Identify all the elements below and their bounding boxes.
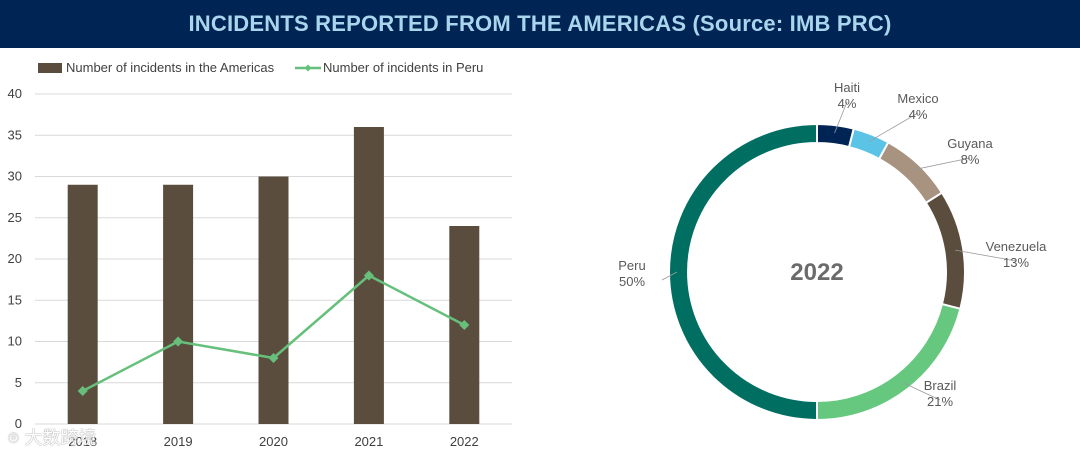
y-tick-label: 35: [8, 127, 22, 142]
x-tick-label: 2019: [164, 434, 193, 449]
leader-line: [868, 112, 919, 143]
slice-pct-haiti: 4%: [838, 96, 857, 111]
page-title: INCIDENTS REPORTED FROM THE AMERICAS (So…: [188, 11, 892, 36]
legend-line-marker: [304, 64, 312, 72]
legend-bar-swatch: [38, 63, 62, 73]
watermark-logo-icon: ⌾: [8, 428, 19, 449]
peru-point-2021: [363, 270, 374, 281]
peru-point-2018: [77, 386, 88, 396]
leader-line: [955, 249, 1017, 262]
slice-label-guyana: Guyana: [947, 136, 993, 151]
y-tick-label: 0: [15, 416, 22, 431]
watermark-text: 大数跨境: [24, 428, 97, 449]
legend-line-label: Number of incidents in Peru: [323, 60, 483, 75]
peru-point-2019: [173, 336, 184, 347]
slice-label-peru: Peru: [618, 258, 645, 273]
x-tick-label: 2018: [68, 434, 97, 449]
y-tick-label: 15: [8, 292, 22, 307]
slice-pct-brazil: 21%: [927, 394, 953, 409]
slice-pct-venezuela: 13%: [1003, 255, 1029, 270]
bar-line-chart: 0 5 10 15 20 25 30 35 40 2018 2019 2020 2021 2022 Numb…: [8, 60, 512, 449]
slice-label-haiti: Haiti: [834, 80, 860, 95]
legend-bar-label: Number of incidents in the Americas: [66, 60, 275, 75]
title-banner: INCIDENTS REPORTED FROM THE AMERICAS (So…: [0, 0, 1080, 48]
peru-point-2022: [459, 320, 470, 330]
peru-point-2020: [268, 353, 279, 363]
slice-pct-mexico: 4%: [909, 107, 928, 122]
leader-line: [902, 382, 941, 401]
slice-pct-guyana: 8%: [961, 152, 980, 167]
slice-label-mexico: Mexico: [897, 91, 938, 106]
slice-label-brazil: Brazil: [924, 378, 957, 393]
y-tick-label: 20: [8, 251, 22, 266]
y-tick-label: 5: [15, 375, 22, 390]
x-tick-label: 2021: [354, 434, 383, 449]
bar-2019: [163, 184, 194, 424]
slice-peru: [668, 122, 818, 422]
y-tick-label: 30: [8, 169, 22, 184]
bar-2018: [67, 184, 98, 424]
y-tick-label: 10: [8, 334, 22, 349]
slice-haiti: [816, 122, 856, 149]
slice-label-venezuela: Venezuela: [986, 239, 1047, 254]
leader-line: [912, 157, 971, 171]
x-tick-label: 2020: [259, 434, 288, 449]
y-tick-label: 40: [8, 86, 22, 101]
slice-guyana: [877, 140, 944, 205]
donut-center-label: 2022: [790, 259, 843, 286]
y-tick-label: 25: [8, 210, 22, 225]
bar-2020: [258, 176, 289, 424]
slice-pct-peru: 50%: [619, 274, 645, 289]
watermark: ⌾ 大数跨境: [8, 424, 97, 450]
leader-line: [834, 101, 848, 134]
leader-line: [661, 271, 678, 281]
x-tick-label: 2022: [450, 434, 479, 449]
